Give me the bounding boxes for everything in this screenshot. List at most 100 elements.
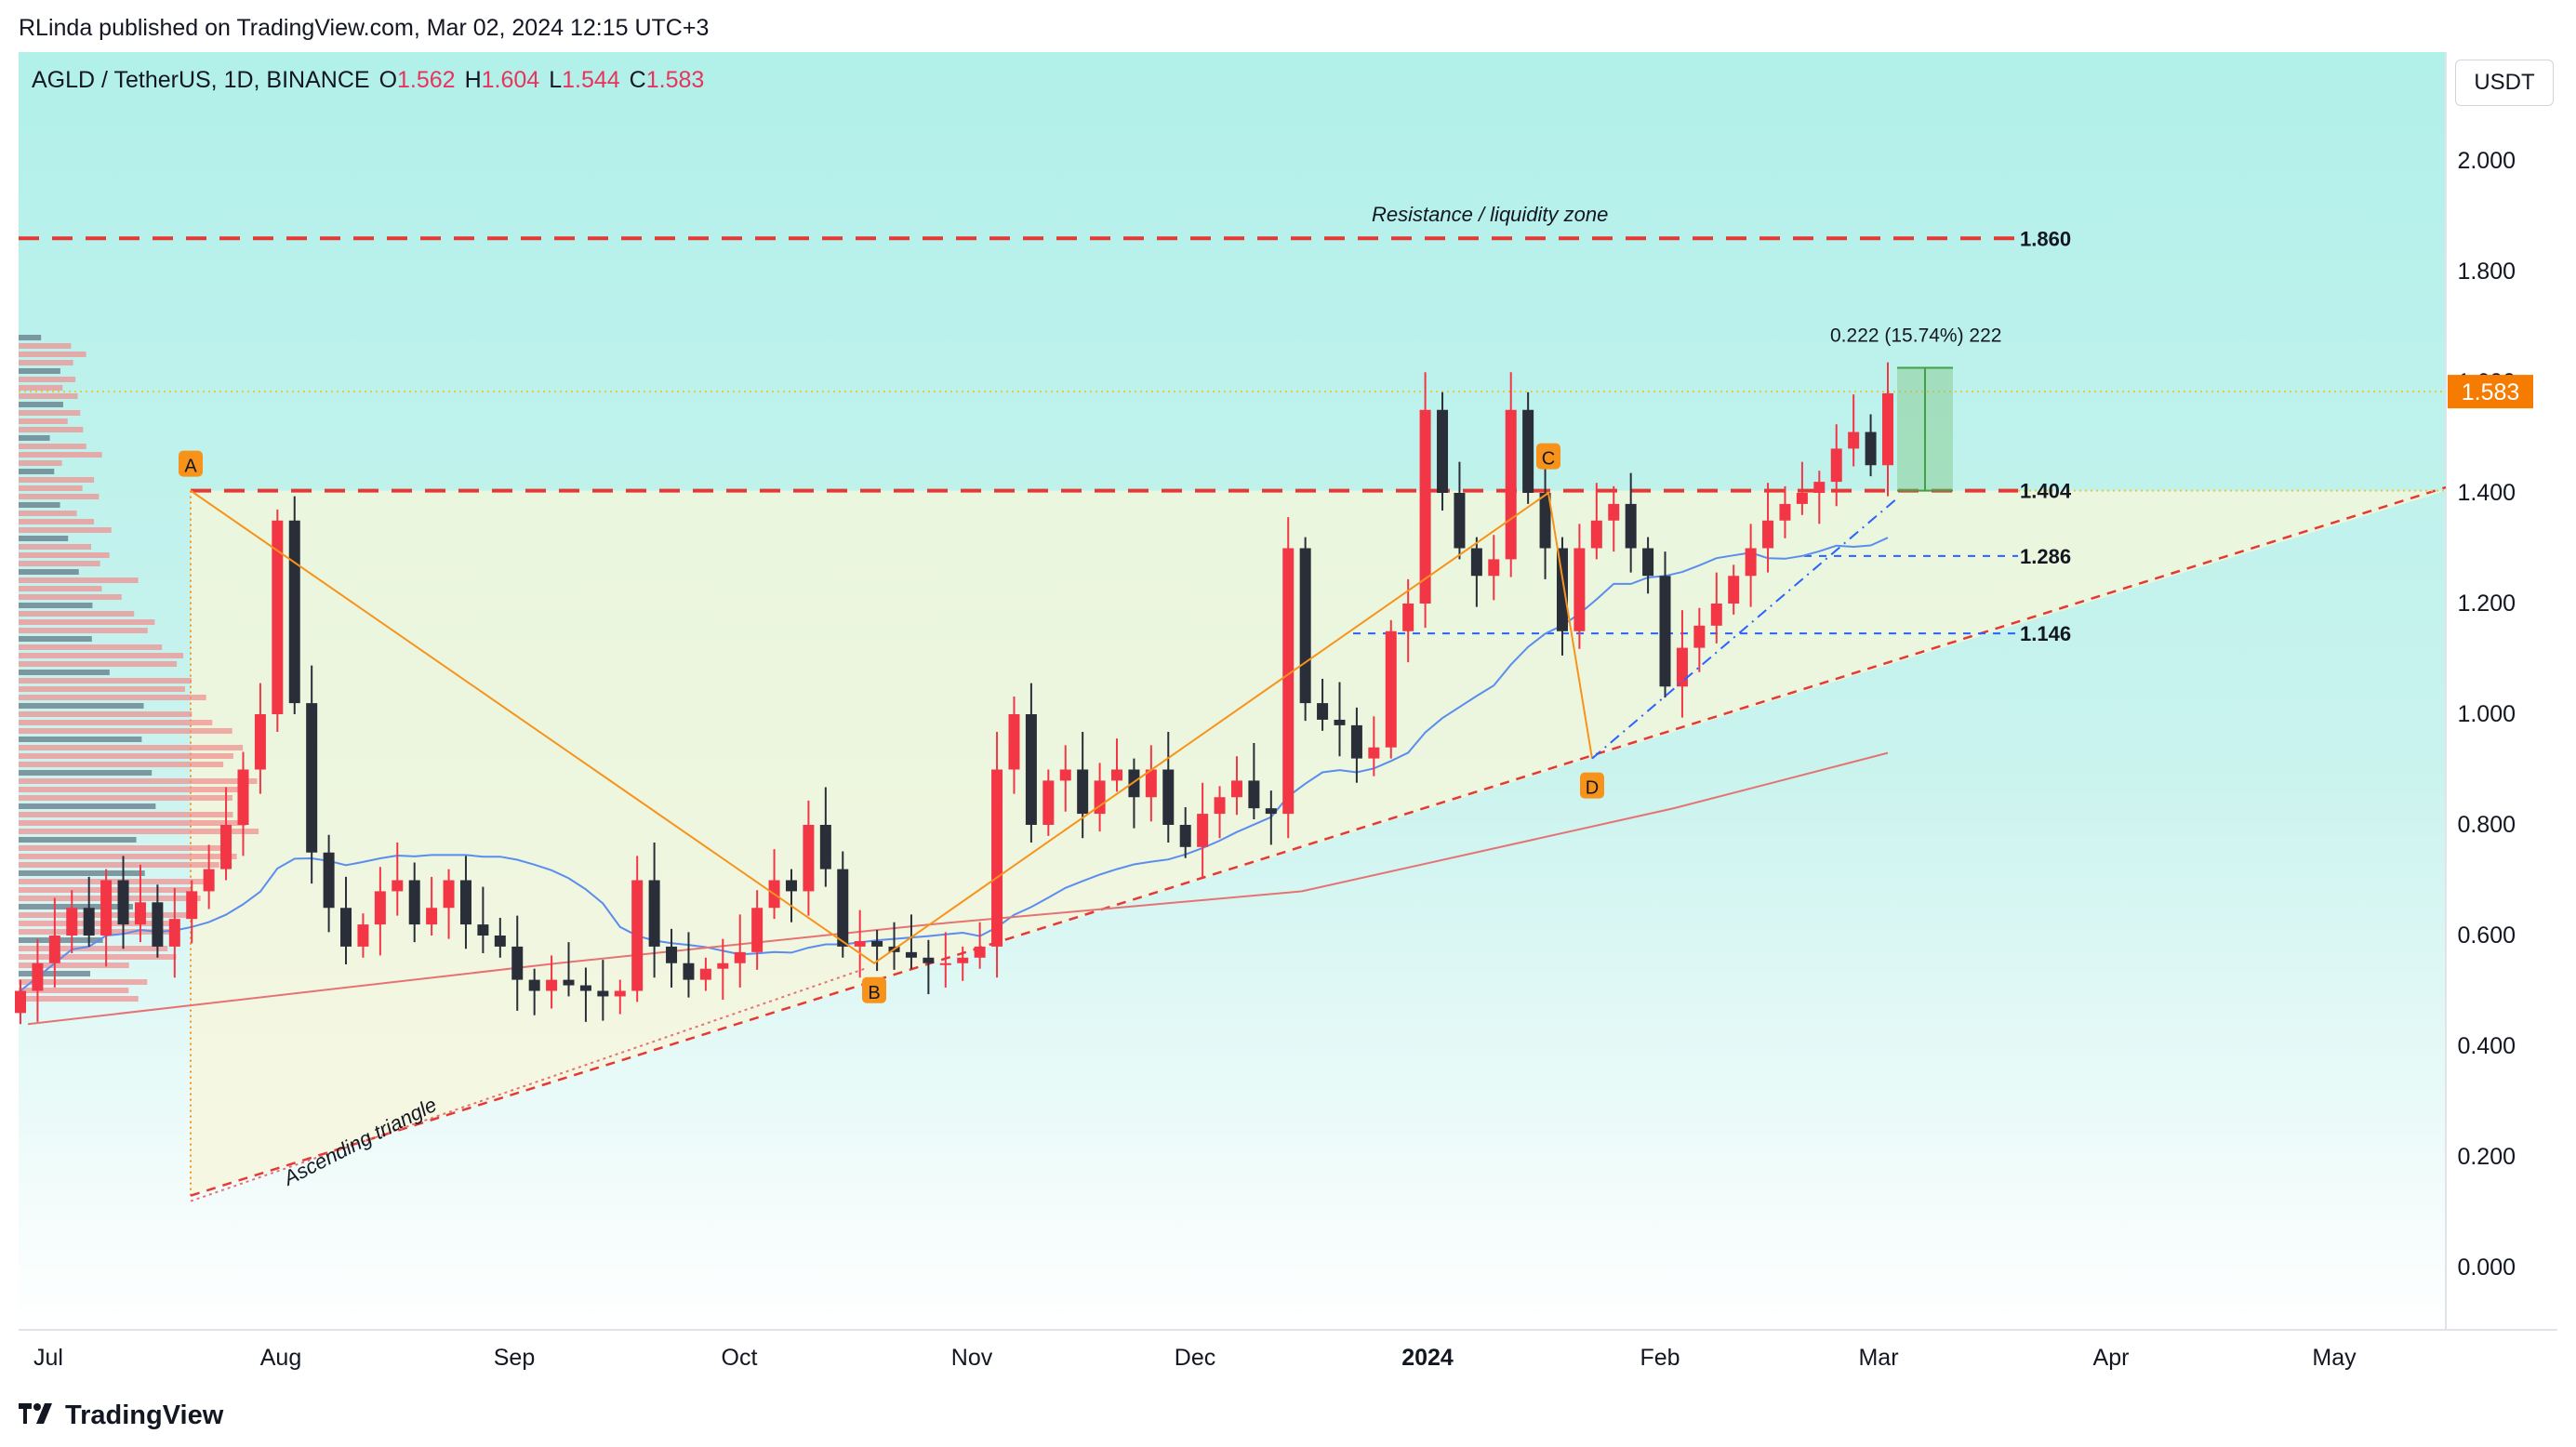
pattern-point-d-label: D <box>1586 778 1599 799</box>
candle-body <box>1350 724 1362 759</box>
candle-body <box>1556 548 1568 631</box>
candle-body <box>1590 520 1602 549</box>
candle-body <box>871 940 883 947</box>
candle-body <box>1693 625 1706 648</box>
tradingview-logo[interactable]: TradingView <box>19 1397 223 1434</box>
volume-profile-bar <box>19 611 135 617</box>
candle-body <box>254 714 266 770</box>
volume-profile-bar <box>19 519 94 524</box>
volume-profile-bar <box>19 753 233 759</box>
volume-profile-bar <box>19 561 100 566</box>
measure-label: 0.222 (15.74%) 222 <box>1830 325 2001 347</box>
level-label: 1.286 <box>2020 545 2071 568</box>
volume-profile-bar <box>19 586 102 591</box>
y-tick-label: 0.200 <box>2457 1144 2516 1170</box>
volume-profile-bar <box>19 393 78 399</box>
volume-profile-bar <box>19 644 163 650</box>
y-tick-label: 2.000 <box>2457 148 2516 174</box>
symbol-name: AGLD / TetherUS, 1D, BINANCE <box>32 67 370 93</box>
candle-body <box>1762 520 1774 549</box>
y-tick-label: 0.600 <box>2457 923 2516 949</box>
candle-body <box>459 880 471 925</box>
volume-profile-bar <box>19 762 224 767</box>
candle-body <box>1248 780 1260 809</box>
candle-body <box>1779 503 1791 521</box>
volume-profile-bar <box>19 402 63 407</box>
volume-profile-bar <box>19 511 77 516</box>
volume-profile-bar <box>19 594 122 600</box>
candle-body <box>785 880 797 892</box>
volume-profile-bar <box>19 343 72 349</box>
last-price-label: 1.583 <box>2462 379 2520 405</box>
pattern-point-d-marker <box>1580 772 1604 799</box>
candle-body <box>666 946 678 963</box>
candle-body <box>1505 409 1517 560</box>
candle-body <box>203 869 215 892</box>
volume-profile-bar <box>19 803 156 809</box>
candle-body <box>1608 503 1620 521</box>
volume-profile-bar <box>19 812 233 817</box>
volume-profile-bar <box>19 418 68 424</box>
candle-body <box>117 880 129 925</box>
publisher-line: RLinda published on TradingView.com, Mar… <box>19 15 710 41</box>
x-tick-label: May <box>2312 1345 2357 1371</box>
volume-profile-bar <box>19 410 81 416</box>
volume-profile-bar <box>19 628 148 633</box>
candle-body <box>1745 548 1757 577</box>
candle-body <box>751 908 764 952</box>
volume-profile-bar <box>19 946 168 951</box>
x-tick-label: 2024 <box>1401 1345 1454 1371</box>
candle-body <box>563 979 575 986</box>
candle-body <box>511 946 524 980</box>
volume-profile-bar <box>19 845 227 851</box>
volume-profile-bar <box>19 728 232 734</box>
volume-profile-bar <box>19 778 258 784</box>
candle-body <box>1728 576 1740 604</box>
candle-body <box>1317 703 1329 720</box>
volume-profile-bar <box>19 485 83 491</box>
volume-profile-bar <box>19 335 42 340</box>
volume-profile-bar <box>19 988 129 993</box>
x-tick-label: Nov <box>951 1345 993 1371</box>
candle-body <box>48 936 60 963</box>
candle-body <box>1539 493 1551 549</box>
candle-body <box>66 908 78 936</box>
volume-profile-bar <box>19 979 148 985</box>
candle-body <box>1214 797 1226 815</box>
candle-body <box>1488 559 1500 577</box>
candle-body <box>1710 604 1722 626</box>
volume-profile-bar <box>19 870 145 876</box>
volume-profile-bar <box>19 745 244 750</box>
candle-body <box>1796 493 1808 504</box>
candle-body <box>1282 548 1295 815</box>
candle-body <box>1419 409 1431 604</box>
candle-body <box>1230 780 1242 798</box>
x-tick-label: Mar <box>1858 1345 1898 1371</box>
volume-profile-bar <box>19 502 60 508</box>
volume-profile-bar <box>19 670 110 675</box>
volume-profile-bar <box>19 678 193 684</box>
volume-profile-bar <box>19 577 139 583</box>
currency-button[interactable]: USDT <box>2455 60 2554 106</box>
volume-profile-bar <box>19 544 92 550</box>
volume-profile-bar <box>19 653 184 658</box>
candle-body <box>734 951 746 963</box>
x-tick-label: Jul <box>33 1345 63 1371</box>
volume-profile-bar <box>19 603 93 608</box>
volume-profile-bar <box>19 427 84 432</box>
candle-body <box>854 940 866 947</box>
volume-profile-bar <box>19 929 179 935</box>
symbol-legend: AGLD / TetherUS, 1D, BINANCE O1.562 H1.6… <box>32 67 705 93</box>
candle-body <box>1470 548 1482 577</box>
pattern-point-c-label: C <box>1542 449 1555 470</box>
candle-body <box>905 951 917 958</box>
candle-body <box>1077 769 1089 815</box>
candle-body <box>648 880 660 947</box>
volume-profile-bar <box>19 996 139 1002</box>
close-value: 1.583 <box>645 67 705 93</box>
last-price-tag <box>2448 375 2533 409</box>
volume-profile-bar <box>19 385 63 391</box>
volume-profile-bar <box>19 469 55 474</box>
